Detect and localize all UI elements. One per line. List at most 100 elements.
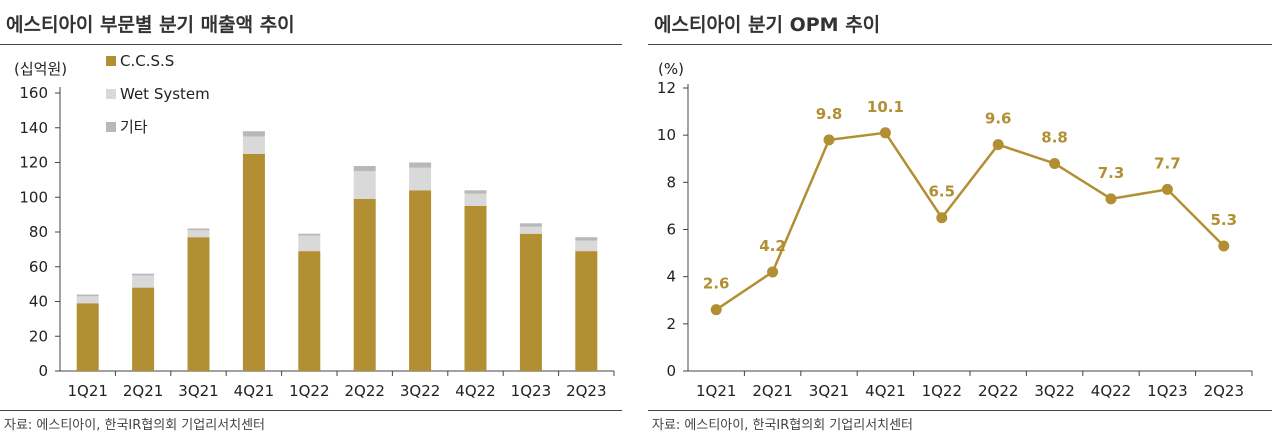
y-tick-label: 120 [19, 154, 48, 172]
title-divider [0, 44, 622, 45]
y-tick-label: 40 [29, 293, 48, 311]
bar-ccss [132, 287, 155, 371]
legend-item-other-swatch [106, 122, 116, 132]
revenue-unit-label: (십억원) [14, 60, 67, 78]
bar-wet-system [575, 240, 598, 252]
opm-data-label: 9.6 [985, 110, 1012, 128]
bar-wet-system [242, 136, 265, 154]
opm-data-point [1105, 193, 1117, 205]
bar-other [76, 294, 99, 297]
y-tick-label: 2 [666, 315, 676, 333]
opm-series-line [715, 131, 1225, 311]
x-tick-label: 1Q22 [289, 382, 329, 400]
title-divider [648, 44, 1272, 45]
revenue-chart-panel: 에스티아이 부문별 분기 매출액 추이 (십억원) 0 20 40 60 80 100 12… [0, 0, 622, 445]
x-tick-label: 3Q21 [178, 382, 218, 400]
bar-ccss [464, 205, 487, 371]
y-tick-label: 8 [666, 173, 676, 191]
y-tick-label: 4 [666, 268, 676, 286]
y-tick-label: 0 [38, 362, 48, 380]
x-tick-label: 2Q22 [344, 382, 384, 400]
y-tick-label: 20 [29, 327, 48, 345]
x-tick-label: 1Q23 [511, 382, 551, 400]
bar-ccss [409, 190, 432, 371]
bar-other [242, 131, 265, 137]
y-tick-label: 6 [666, 221, 676, 239]
opm-data-point [710, 304, 722, 316]
bar-ccss [242, 153, 265, 371]
opm-chart-source: 자료: 에스티아이, 한국IR협의회 기업리서치센터 [652, 418, 914, 433]
y-tick-label: 10 [657, 126, 676, 144]
x-tick-label: 3Q22 [400, 382, 440, 400]
bar-ccss [76, 303, 99, 371]
opm-data-label: 8.8 [1041, 128, 1068, 146]
bar-other [187, 228, 210, 231]
x-tick-label: 2Q21 [752, 382, 792, 400]
bar-other [353, 165, 376, 172]
x-tick-label: 1Q21 [696, 382, 736, 400]
source-divider [648, 410, 1272, 411]
opm-data-label: 10.1 [867, 98, 904, 116]
bar-other [132, 273, 155, 276]
x-tick-label: 4Q22 [455, 382, 495, 400]
legend-item-ccss-swatch [106, 56, 116, 66]
revenue-chart-source: 자료: 에스티아이, 한국IR협의회 기업리서치센터 [4, 418, 266, 433]
bar-wet-system [298, 235, 321, 252]
bar-ccss [353, 198, 376, 371]
bar-ccss [519, 233, 542, 371]
bar-wet-system [76, 296, 99, 304]
bar-other [464, 190, 487, 194]
opm-data-label: 7.3 [1098, 164, 1125, 182]
opm-data-point [1049, 157, 1061, 169]
y-tick-label: 160 [19, 84, 48, 102]
opm-data-point [879, 127, 891, 139]
x-tick-label: 4Q22 [1091, 382, 1131, 400]
x-tick-label: 1Q21 [67, 382, 107, 400]
bar-other [575, 237, 598, 241]
opm-data-point [823, 134, 835, 146]
opm-data-label: 9.8 [816, 105, 843, 123]
opm-chart-title: 에스티아이 분기 OPM 추이 [654, 14, 881, 36]
x-tick-label: 3Q21 [809, 382, 849, 400]
opm-data-label: 7.7 [1154, 154, 1181, 172]
y-tick-label: 140 [19, 119, 48, 137]
bar-ccss [575, 251, 598, 371]
revenue-bar-chart: (십억원) 0 20 40 60 80 100 120 140 160 1Q21 2Q21 3Q21 4… [14, 52, 615, 400]
opm-data-point [992, 139, 1004, 151]
y-tick-label: 80 [29, 223, 48, 241]
bar-ccss [187, 237, 210, 371]
y-tick-label: 100 [19, 188, 48, 206]
source-divider [0, 410, 622, 411]
x-tick-label: 4Q21 [865, 382, 905, 400]
legend-item-ccss-label: C.C.S.S [120, 52, 174, 70]
x-tick-label: 1Q22 [922, 382, 962, 400]
x-tick-label: 2Q22 [978, 382, 1018, 400]
bar-wet-system [519, 226, 542, 234]
opm-data-label: 4.2 [759, 237, 786, 255]
bar-other [298, 233, 321, 236]
opm-line-chart: (%) 0 2 4 6 8 10 12 1Q21 2Q21 3Q21 4Q21 1Q22 2Q22 3Q2… [657, 60, 1253, 400]
legend-item-wet-system-swatch [106, 89, 116, 99]
bar-other [409, 162, 432, 168]
bar-wet-system [464, 193, 487, 206]
x-tick-label: 4Q21 [234, 382, 274, 400]
bar-other [519, 223, 542, 227]
x-tick-label: 3Q22 [1034, 382, 1074, 400]
x-tick-label: 2Q23 [1204, 382, 1244, 400]
bar-wet-system [353, 171, 376, 199]
y-tick-label: 0 [666, 362, 676, 380]
x-tick-label: 2Q21 [123, 382, 163, 400]
opm-unit-label: (%) [658, 60, 684, 78]
y-tick-label: 60 [29, 258, 48, 276]
opm-data-point [767, 266, 779, 278]
legend-item-other-label: 기타 [120, 118, 148, 136]
opm-data-label: 2.6 [703, 275, 730, 293]
opm-data-point [1218, 240, 1230, 252]
opm-data-point [1161, 183, 1173, 195]
opm-data-point [936, 212, 948, 224]
bar-wet-system [132, 275, 155, 288]
revenue-chart-title: 에스티아이 부문별 분기 매출액 추이 [6, 14, 295, 36]
x-tick-label: 1Q23 [1147, 382, 1187, 400]
bar-wet-system [409, 167, 432, 191]
opm-data-label: 6.5 [929, 183, 956, 201]
